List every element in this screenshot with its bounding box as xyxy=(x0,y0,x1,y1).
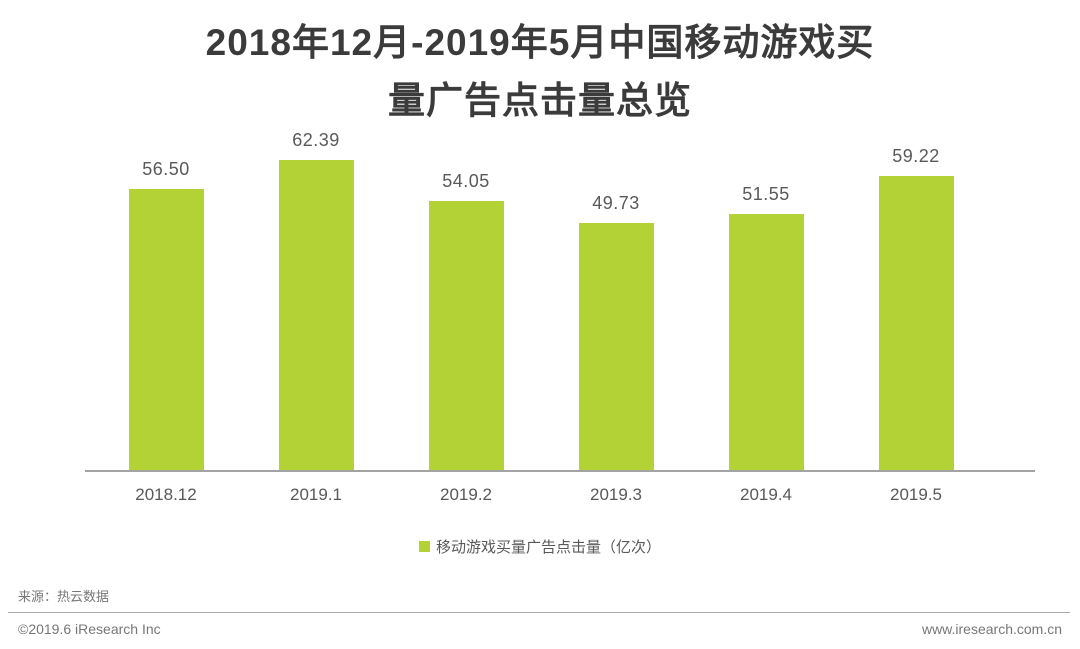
bar-column: 62.39 xyxy=(241,130,391,470)
legend-label: 移动游戏买量广告点击量（亿次） xyxy=(435,539,661,556)
bar xyxy=(578,223,654,470)
bar-value-label: 62.39 xyxy=(292,130,340,150)
bar-value-label: 49.73 xyxy=(592,193,640,213)
legend-swatch-icon xyxy=(418,541,430,552)
x-axis-label: 2019.1 xyxy=(290,485,342,504)
footer-divider xyxy=(8,612,1070,613)
bar-chart: 56.50 62.39 54.05 49.73 51.55 59.22 2018.12 20… xyxy=(85,130,1035,505)
x-axis-label: 2019.3 xyxy=(590,485,642,504)
bar-value-label: 56.50 xyxy=(142,159,190,179)
bar-value-label: 59.22 xyxy=(892,146,940,166)
x-axis-label: 2019.4 xyxy=(740,485,792,504)
x-axis-line xyxy=(85,470,1035,472)
x-axis-label: 2019.2 xyxy=(440,485,492,504)
bar-column: 54.05 xyxy=(391,130,541,470)
bar-column: 51.55 xyxy=(691,130,841,470)
bar xyxy=(428,201,504,470)
chart-title-line1: 2018年12月-2019年5月中国移动游戏买 xyxy=(205,22,875,63)
bar xyxy=(728,214,804,470)
bar-value-label: 54.05 xyxy=(442,171,490,191)
chart-title-line2: 量广告点击量总览 xyxy=(388,80,692,121)
bar xyxy=(278,160,354,470)
bar-column: 49.73 xyxy=(541,130,691,470)
chart-title: 2018年12月-2019年5月中国移动游戏买 量广告点击量总览 xyxy=(0,0,1080,130)
bar xyxy=(128,189,204,470)
bar xyxy=(878,176,954,470)
legend: 移动游戏买量广告点击量（亿次） xyxy=(0,536,1080,557)
bar-column: 56.50 xyxy=(91,130,241,470)
copyright-text: ©2019.6 iResearch Inc xyxy=(18,621,161,637)
x-axis-label: 2019.5 xyxy=(890,485,942,504)
source-note: 来源：热云数据 xyxy=(18,589,110,604)
x-axis-label: 2018.12 xyxy=(135,485,197,504)
bar-value-label: 51.55 xyxy=(742,184,790,204)
footer: ©2019.6 iResearch Inc www.iresearch.com.… xyxy=(0,613,1080,637)
website-url: www.iresearch.com.cn xyxy=(921,621,1062,637)
bar-column: 59.22 xyxy=(841,130,991,470)
bar-group: 56.50 62.39 54.05 49.73 51.55 59.22 xyxy=(91,130,991,470)
x-axis-labels: 2018.12 2019.1 2019.2 2019.3 2019.4 2019.5 xyxy=(91,472,991,505)
